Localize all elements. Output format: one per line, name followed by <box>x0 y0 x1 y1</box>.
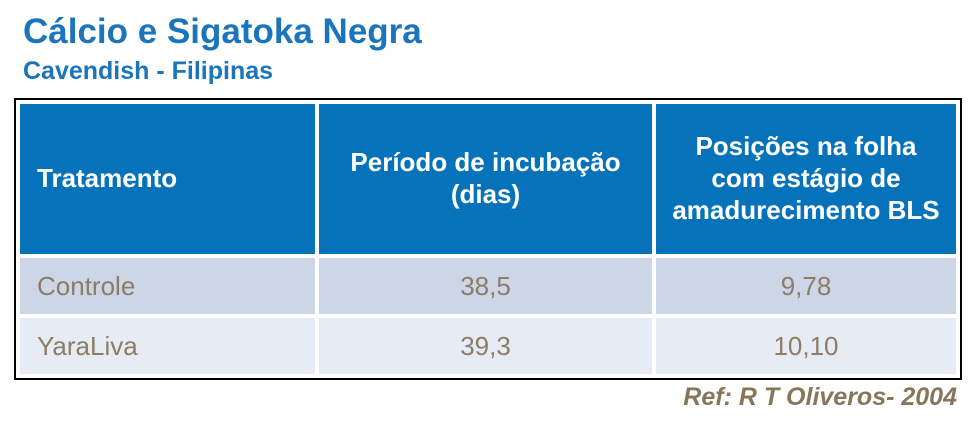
cell-treatment: YaraLiva <box>20 318 315 374</box>
reference-text: Ref: R T Oliveros- 2004 <box>683 383 957 411</box>
table-header-row: Tratamento Período de incubação (dias) P… <box>20 104 956 254</box>
cell-bls-positions: 9,78 <box>656 258 956 314</box>
header-tratamento: Tratamento <box>20 104 315 254</box>
page-title: Cálcio e Sigatoka Negra <box>23 12 422 51</box>
results-table: Tratamento Período de incubação (dias) P… <box>14 98 962 380</box>
table-row-controle: Controle 38,5 9,78 <box>20 258 956 314</box>
header-posicoes-bls: Posições na folha com estágio de amadure… <box>656 104 956 254</box>
cell-incubation-days: 39,3 <box>319 318 652 374</box>
cell-incubation-days: 38,5 <box>319 258 652 314</box>
table-row-yaraliva: YaraLiva 39,3 10,10 <box>20 318 956 374</box>
header-periodo-incubacao: Período de incubação (dias) <box>319 104 652 254</box>
page-subtitle: Cavendish - Filipinas <box>23 57 274 85</box>
cell-bls-positions: 10,10 <box>656 318 956 374</box>
cell-treatment: Controle <box>20 258 315 314</box>
